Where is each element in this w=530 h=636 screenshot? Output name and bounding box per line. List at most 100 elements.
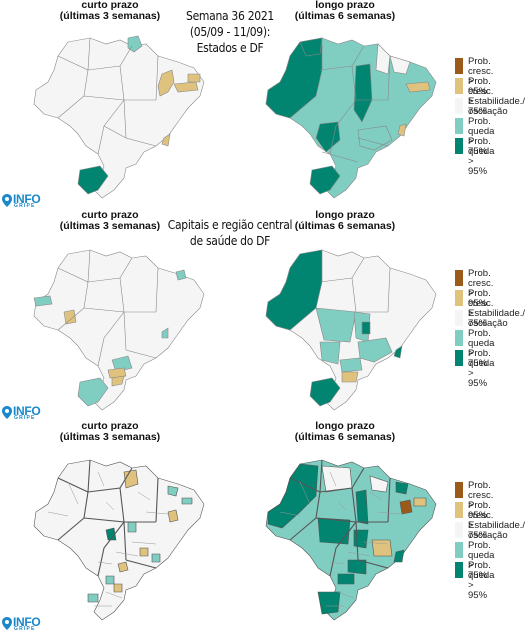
state-maranhao (375, 43, 391, 75)
region-santa-catarina (341, 371, 359, 383)
region-parana (337, 573, 355, 585)
map-states-short-term (33, 35, 205, 199)
region-ceara (167, 485, 179, 497)
region-rio-grande-sul (317, 591, 341, 615)
panel-title-capitals-long: longo prazo (últimas 6 semanas) (294, 209, 396, 232)
state-mato-grosso-sul (315, 121, 341, 153)
map-regions-long-term (265, 459, 437, 621)
region-bahia-coast (161, 327, 169, 339)
state-divisions (57, 37, 159, 155)
state-piaui (157, 69, 175, 97)
region-amazonas (265, 249, 323, 331)
panel-title-capitals-short: curto prazo (últimas 3 semanas) (59, 209, 161, 232)
region-df (361, 321, 371, 335)
region-espirito-santo (393, 549, 405, 563)
headline-week: Semana 36 2021 (05/09 - 11/09): Estados … (186, 9, 274, 55)
legend-swatch (455, 522, 463, 538)
region-rio-grande-sul (309, 377, 341, 407)
map-regions-short-term (33, 459, 205, 621)
map-states-long-term (265, 37, 437, 199)
map-capitals-long-term (265, 249, 437, 411)
state-minas (357, 125, 393, 151)
region-bahia-north (399, 499, 413, 515)
legend-swatch (455, 482, 463, 498)
state-tocantins (353, 63, 373, 123)
region-mato-grosso (317, 517, 351, 545)
region-bahia (167, 509, 179, 523)
region-maranhao (369, 475, 389, 493)
panel-title-states-short: curto prazo (últimas 3 semanas) (59, 0, 161, 22)
legend-swatch (455, 350, 463, 366)
legend-swatch (455, 98, 463, 114)
region-rio-grande-sul (87, 593, 99, 603)
legend-swatch (455, 270, 463, 286)
region-minas-b (151, 553, 161, 563)
legend-swatch (455, 310, 463, 326)
state-roraima (299, 37, 323, 57)
region-goias (105, 527, 117, 541)
state-amapa (127, 35, 143, 53)
region-santa-catarina (113, 583, 123, 593)
region-rio-grande-sul (77, 377, 109, 407)
state-rio-grande-sul (309, 165, 341, 195)
state-divisions (319, 257, 391, 313)
panel-title-states-long: longo prazo (últimas 6 semanas) (294, 0, 396, 22)
state-divisions (289, 459, 391, 577)
location-pin-icon (2, 406, 12, 419)
state-divisions (57, 459, 159, 577)
region-fortaleza (175, 269, 187, 281)
state-pernambuco (405, 81, 431, 93)
region-divisions (279, 471, 401, 607)
legend-swatch (455, 78, 463, 94)
legend-swatch (455, 138, 463, 154)
region-minas-a (139, 547, 149, 557)
state-divisions (57, 249, 159, 367)
state-espirito-santo (397, 123, 407, 137)
region-tocantins (355, 489, 369, 525)
region-sao-paulo (117, 561, 129, 573)
region-ceara (395, 481, 409, 495)
region-pernambuco (181, 497, 193, 505)
region-parana (105, 575, 115, 585)
location-pin-icon (2, 194, 12, 207)
region-santa-catarina (111, 375, 125, 387)
brazil-outline (33, 459, 205, 621)
state-amazonas (265, 37, 323, 119)
logo-subtext: GRIPE (14, 415, 36, 421)
region-minas (371, 539, 393, 557)
brazil-outline (33, 249, 205, 411)
panel-title-regions-short: curto prazo (últimas 3 semanas) (59, 420, 161, 443)
legend-swatch (455, 330, 463, 346)
state-rio-grande-sul (77, 165, 109, 195)
state-ceara (389, 55, 411, 75)
region-mato-grosso-sul (319, 341, 341, 365)
state-pernambuco (173, 81, 199, 93)
map-capitals-short-term (33, 249, 205, 411)
region-rondonia (63, 309, 77, 325)
region-acre (33, 295, 53, 307)
state-divisions (319, 45, 391, 163)
region-parana (339, 357, 363, 373)
region-minas (357, 337, 393, 363)
logo-subtext: GRIPE (14, 626, 36, 632)
region-sao-paulo (111, 355, 133, 373)
headline-capitals: Capitais e região central de saúde do DF (167, 218, 293, 248)
location-pin-icon (2, 617, 12, 630)
logo-subtext: GRIPE (14, 203, 36, 209)
legend-swatch (455, 502, 463, 518)
region-sao-paulo (347, 559, 367, 575)
region-divisions (47, 471, 169, 607)
region-espirito-santo (393, 345, 403, 359)
state-espirito-santo (161, 133, 171, 147)
brazil-outline (33, 37, 205, 199)
legend-swatch (455, 118, 463, 134)
region-mato-grosso (315, 307, 357, 343)
legend-swatch (455, 290, 463, 306)
legend-swatch (455, 58, 463, 74)
region-pernambuco (413, 497, 427, 507)
logo-text: INFO (13, 404, 41, 418)
panel-title-regions-long: longo prazo (últimas 6 semanas) (294, 420, 396, 443)
region-parana (107, 367, 127, 379)
legend-swatch (455, 562, 463, 578)
logo-text: INFO (13, 192, 41, 206)
